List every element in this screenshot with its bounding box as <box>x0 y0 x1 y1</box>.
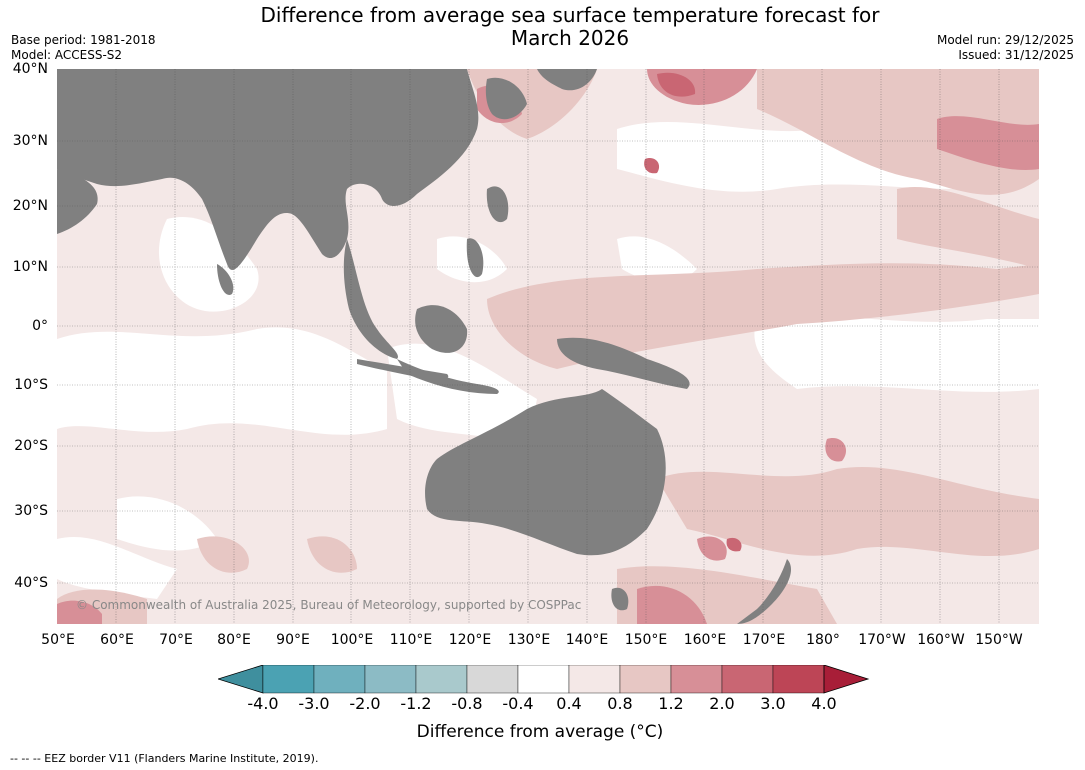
lon-label: 50°E <box>41 632 75 648</box>
colorbar-tick: 2.0 <box>709 694 735 713</box>
colorbar-tick: -3.0 <box>298 694 330 713</box>
colorbar-tick: -4.0 <box>247 694 279 713</box>
colorbar-bin <box>313 665 366 694</box>
lon-label: 120°E <box>448 632 492 648</box>
lon-label: 150°W <box>975 632 1023 648</box>
lon-label: 110°E <box>389 632 433 648</box>
meta-left: Base period: 1981-2018 Model: ACCESS-S2 <box>11 33 156 63</box>
issued-date: Issued: 31/12/2025 <box>958 48 1074 62</box>
lon-label: 80°E <box>217 632 251 648</box>
colorbar-tick: 3.0 <box>760 694 786 713</box>
colorbar-bin <box>262 665 315 694</box>
title-line-2: March 2026 <box>510 26 630 50</box>
lat-label: 40°N <box>12 61 48 77</box>
lon-label: 60°E <box>100 632 134 648</box>
map-svg <box>57 69 1039 624</box>
colorbar-bin <box>415 665 468 694</box>
meta-right: Model run: 29/12/2025 Issued: 31/12/2025 <box>937 33 1074 63</box>
eez-note: -- -- -- EEZ border V11 (Flanders Marine… <box>10 752 319 765</box>
sst-anomaly-map <box>57 69 1039 624</box>
lon-label: 180° <box>806 632 840 648</box>
lon-label: 130°E <box>507 632 551 648</box>
very-strong-anomaly-areas <box>644 72 742 552</box>
model-name: Model: ACCESS-S2 <box>11 48 123 62</box>
lat-label: 10°S <box>14 377 48 393</box>
title-line-1: Difference from average sea surface temp… <box>260 3 880 27</box>
colorbar-tick: -2.0 <box>349 694 381 713</box>
graticule <box>57 69 1039 624</box>
colorbar-bin <box>568 665 621 694</box>
copyright-notice: © Commonwealth of Australia 2025, Bureau… <box>76 598 582 612</box>
colorbar-tick: 4.0 <box>811 694 837 713</box>
land-masses <box>57 69 792 624</box>
colorbar-tick: -0.8 <box>451 694 483 713</box>
colorbar-tick: 0.4 <box>556 694 582 713</box>
lat-label: 20°N <box>12 198 48 214</box>
lon-label: 160°E <box>683 632 727 648</box>
lon-label: 100°E <box>330 632 374 648</box>
colorbar-tick: -1.2 <box>400 694 432 713</box>
colorbar-bin <box>619 665 672 694</box>
lon-label: 160°W <box>917 632 965 648</box>
colorbar-tick: 0.8 <box>607 694 633 713</box>
colorbar-bin <box>670 665 723 694</box>
colorbar-min-arrow <box>218 665 264 694</box>
lat-label: 40°S <box>14 575 48 591</box>
lon-label: 150°E <box>624 632 668 648</box>
lon-label: 170°E <box>742 632 786 648</box>
base-period: Base period: 1981-2018 <box>11 33 156 47</box>
lat-label: 10°N <box>12 259 48 275</box>
colorbar <box>218 665 870 694</box>
lat-label: 20°S <box>14 438 48 454</box>
lat-label: 0° <box>32 318 48 334</box>
colorbar-tick: 1.2 <box>658 694 684 713</box>
lon-label: 90°E <box>276 632 310 648</box>
colorbar-label: Difference from average (°C) <box>416 722 664 742</box>
neutral-anomaly-areas <box>57 121 1039 599</box>
lon-label: 70°E <box>159 632 193 648</box>
colorbar-bin <box>466 665 519 694</box>
lon-label: 170°W <box>858 632 906 648</box>
lat-label: 30°N <box>12 133 48 149</box>
colorbar-bin <box>772 665 825 694</box>
colorbar-bin <box>517 665 570 694</box>
colorbar-bin <box>364 665 417 694</box>
moderate-anomaly-areas <box>57 69 1039 624</box>
lon-label: 140°E <box>565 632 609 648</box>
colorbar-tick: -0.4 <box>502 694 534 713</box>
model-run: Model run: 29/12/2025 <box>936 33 1074 47</box>
colorbar-max-arrow <box>823 665 870 694</box>
chart-title: Difference from average sea surface temp… <box>170 4 970 50</box>
lat-label: 30°S <box>14 503 48 519</box>
colorbar-bin <box>721 665 774 694</box>
